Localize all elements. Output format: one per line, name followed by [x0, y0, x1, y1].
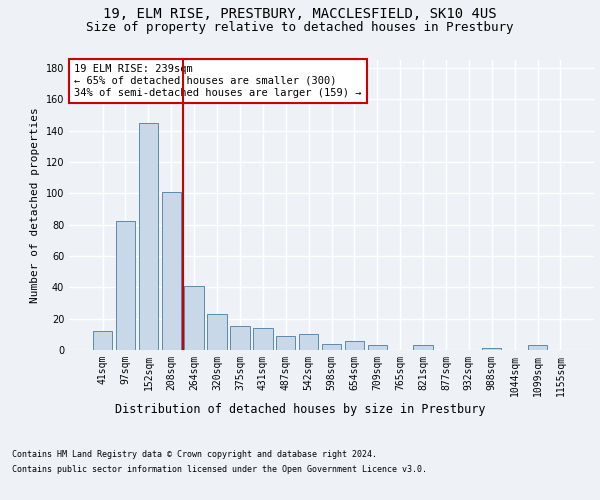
Bar — [344, 340, 364, 350]
Bar — [161, 192, 181, 350]
Bar — [230, 326, 250, 350]
Text: 19 ELM RISE: 239sqm
← 65% of detached houses are smaller (300)
34% of semi-detac: 19 ELM RISE: 239sqm ← 65% of detached ho… — [74, 64, 362, 98]
Text: Contains HM Land Registry data © Crown copyright and database right 2024.: Contains HM Land Registry data © Crown c… — [12, 450, 377, 459]
Bar — [93, 331, 112, 350]
Text: Size of property relative to detached houses in Prestbury: Size of property relative to detached ho… — [86, 21, 514, 34]
Bar — [116, 222, 135, 350]
Bar — [184, 286, 204, 350]
Bar — [413, 346, 433, 350]
Bar — [139, 122, 158, 350]
Text: Contains public sector information licensed under the Open Government Licence v3: Contains public sector information licen… — [12, 465, 427, 474]
Text: Distribution of detached houses by size in Prestbury: Distribution of detached houses by size … — [115, 402, 485, 415]
Bar — [253, 328, 272, 350]
Bar — [322, 344, 341, 350]
Y-axis label: Number of detached properties: Number of detached properties — [30, 107, 40, 303]
Bar — [276, 336, 295, 350]
Bar — [299, 334, 319, 350]
Bar — [208, 314, 227, 350]
Bar — [482, 348, 502, 350]
Bar — [368, 346, 387, 350]
Bar — [528, 346, 547, 350]
Text: 19, ELM RISE, PRESTBURY, MACCLESFIELD, SK10 4US: 19, ELM RISE, PRESTBURY, MACCLESFIELD, S… — [103, 8, 497, 22]
